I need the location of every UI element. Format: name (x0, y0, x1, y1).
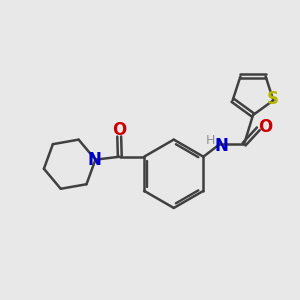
Text: H: H (206, 134, 215, 147)
Text: O: O (258, 118, 272, 136)
Text: S: S (267, 90, 279, 108)
Text: N: N (88, 151, 102, 169)
Text: N: N (214, 137, 228, 155)
Text: O: O (112, 121, 126, 139)
